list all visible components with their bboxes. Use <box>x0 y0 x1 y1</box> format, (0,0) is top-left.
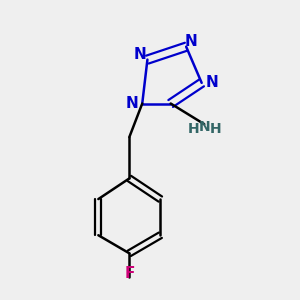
Text: N: N <box>206 75 218 90</box>
Text: H: H <box>188 122 200 136</box>
Text: F: F <box>124 266 134 281</box>
Text: N: N <box>133 47 146 62</box>
Text: N: N <box>198 120 210 134</box>
Text: H: H <box>210 122 222 136</box>
Text: N: N <box>185 34 198 49</box>
Text: N: N <box>125 96 138 111</box>
